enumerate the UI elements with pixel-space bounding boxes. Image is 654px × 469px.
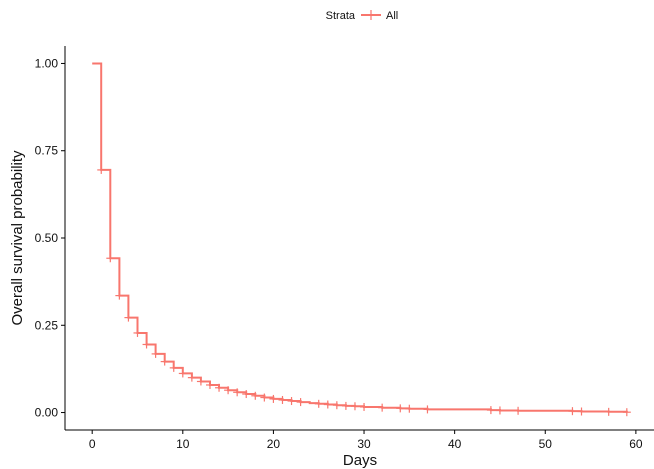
censor-mark [604, 407, 613, 416]
censor-mark [622, 408, 631, 417]
x-tick-label: 50 [539, 437, 553, 451]
censor-mark [269, 394, 278, 403]
x-axis-ticks: 0 10 20 30 40 50 60 [89, 430, 643, 451]
x-tick-label: 10 [176, 437, 190, 451]
censor-mark [350, 402, 359, 411]
censor-mark [323, 400, 332, 409]
censor-mark [378, 403, 387, 412]
censor-mark [151, 349, 160, 358]
censor-mark [142, 340, 151, 349]
censor-mark [178, 369, 187, 378]
censor-mark [215, 383, 224, 392]
y-axis-ticks: 0.00 0.25 0.50 0.75 1.00 [35, 56, 65, 420]
censor-mark [495, 406, 504, 415]
x-tick-label: 60 [629, 437, 643, 451]
x-tick-label: 30 [357, 437, 371, 451]
censor-mark [133, 328, 142, 337]
censor-mark [205, 380, 214, 389]
legend-title: Strata [326, 10, 356, 22]
y-tick-label: 1.00 [35, 56, 59, 70]
censor-mark [196, 377, 205, 386]
survival-curve-all [92, 62, 628, 413]
censor-mark [296, 398, 305, 407]
x-tick-label: 0 [89, 437, 96, 451]
censor-mark [187, 373, 196, 382]
censor-mark [97, 165, 106, 174]
censor-mark [360, 402, 369, 411]
censor-mark [224, 386, 233, 395]
y-axis-title: Overall survival probability [9, 150, 26, 326]
censor-mark [577, 407, 586, 416]
censor-mark [568, 407, 577, 416]
censor-mark [405, 404, 414, 413]
censor-mark [396, 404, 405, 413]
censor-mark [278, 395, 287, 404]
x-tick-label: 20 [267, 437, 281, 451]
censor-mark [287, 397, 296, 406]
y-tick-label: 0.50 [35, 231, 59, 245]
y-tick-label: 0.00 [35, 406, 59, 420]
legend: Strata All [326, 10, 398, 22]
censor-mark [423, 405, 432, 414]
censor-mark [169, 363, 178, 372]
plot-area [92, 62, 631, 417]
legend-label-all: All [386, 10, 398, 22]
censor-mark [341, 401, 350, 410]
censor-mark [514, 406, 523, 415]
censor-mark [332, 401, 341, 410]
censor-mark [124, 313, 133, 322]
censor-mark [233, 388, 242, 397]
x-axis-title: Days [343, 452, 377, 469]
y-tick-label: 0.25 [35, 318, 59, 332]
x-tick-label: 40 [448, 437, 462, 451]
censor-mark [260, 393, 269, 402]
censor-mark [115, 291, 124, 300]
censor-mark [242, 390, 251, 399]
censor-mark [251, 391, 260, 400]
censor-mark [106, 254, 115, 263]
censor-mark [314, 399, 323, 408]
censor-mark [486, 406, 495, 415]
censor-mark [160, 357, 169, 366]
y-tick-label: 0.75 [35, 144, 59, 158]
